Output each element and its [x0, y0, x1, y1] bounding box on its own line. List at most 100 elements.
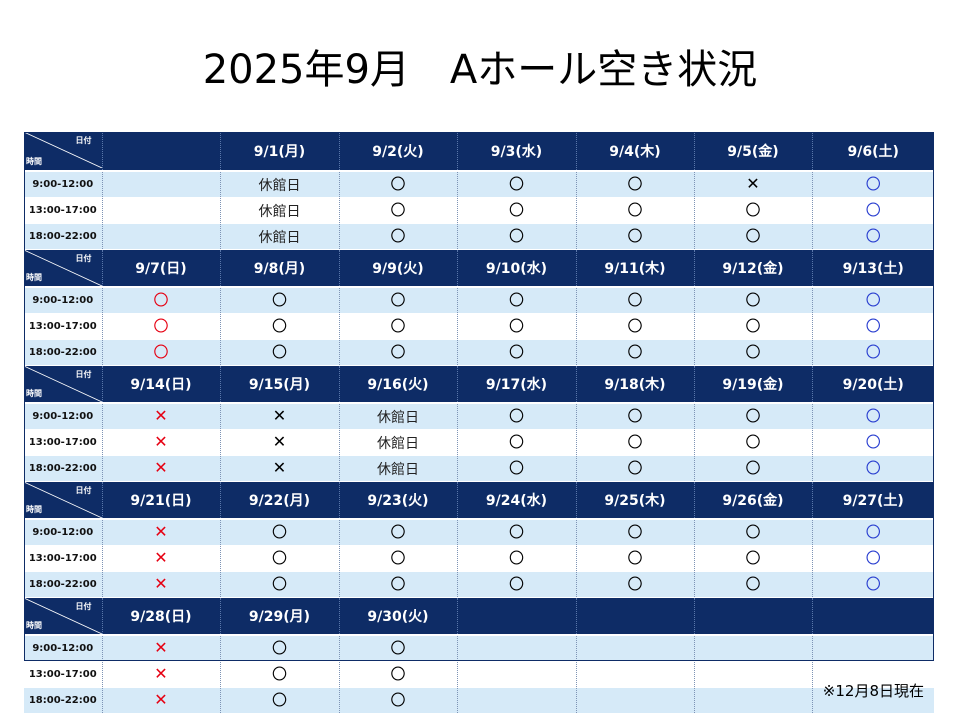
available-circle-icon: 〇	[390, 290, 406, 309]
closed-day-label: 休館日	[377, 409, 419, 426]
available-circle-icon: 〇	[745, 316, 761, 335]
date-header: 9/19(金)	[694, 365, 813, 404]
availability-cell: 〇	[339, 313, 458, 340]
available-circle-icon: 〇	[390, 690, 406, 709]
availability-cell: 〇	[220, 287, 340, 314]
availability-cell: ✕	[102, 571, 221, 598]
available-circle-icon: 〇	[865, 522, 881, 541]
available-circle-icon: 〇	[508, 200, 524, 219]
availability-cell: 〇	[220, 545, 340, 572]
date-header: 9/24(水)	[457, 481, 577, 520]
availability-cell	[457, 687, 577, 714]
availability-cell: 〇	[812, 545, 934, 572]
available-circle-icon: 〇	[271, 316, 287, 335]
available-circle-icon: 〇	[390, 174, 406, 193]
date-header: 9/2(火)	[339, 132, 458, 172]
date-header: 9/29(月)	[220, 597, 340, 636]
availability-cell: 〇	[220, 519, 340, 546]
availability-cell: ✕	[102, 519, 221, 546]
available-circle-icon: 〇	[865, 432, 881, 451]
availability-cell: 〇	[457, 429, 577, 456]
availability-cell: 〇	[812, 197, 934, 224]
available-circle-icon: 〇	[271, 664, 287, 683]
date-header: 9/7(日)	[102, 249, 221, 288]
availability-cell: 〇	[457, 545, 577, 572]
available-circle-icon: 〇	[508, 432, 524, 451]
corner-time-label: 時間	[26, 157, 42, 166]
date-header	[812, 597, 934, 636]
date-header: 9/30(火)	[339, 597, 458, 636]
time-slot-label: 13:00-17:00	[24, 197, 103, 224]
closed-day-label: 休館日	[258, 203, 301, 220]
availability-cell	[102, 171, 221, 198]
available-circle-icon: 〇	[865, 226, 881, 245]
available-circle-icon: 〇	[627, 174, 643, 193]
available-circle-icon: 〇	[390, 200, 406, 219]
booked-cross-icon: ✕	[154, 574, 168, 593]
date-header: 9/17(水)	[457, 365, 577, 404]
available-circle-icon: 〇	[745, 522, 761, 541]
time-slot-row: 13:00-17:00 ✕ 〇 〇	[24, 661, 934, 688]
available-circle-icon: 〇	[271, 574, 287, 593]
availability-cell: 〇	[576, 171, 695, 198]
availability-cell: ✕	[220, 455, 340, 482]
available-circle-icon: 〇	[271, 690, 287, 709]
booked-cross-icon: ✕	[154, 406, 168, 425]
available-circle-icon: 〇	[390, 638, 406, 657]
booked-cross-icon: ✕	[154, 432, 168, 451]
diagonal-divider	[24, 132, 101, 168]
closed-day-label: 休館日	[258, 177, 301, 194]
date-header: 9/27(土)	[812, 481, 934, 520]
date-header: 9/6(土)	[812, 132, 934, 172]
availability-cell: ✕	[220, 403, 340, 430]
availability-cell: ✕	[102, 635, 221, 662]
available-circle-icon: 〇	[271, 638, 287, 657]
available-circle-icon: 〇	[508, 226, 524, 245]
time-slot-label: 9:00-12:00	[24, 171, 103, 198]
available-circle-icon: 〇	[745, 432, 761, 451]
time-slot-label: 18:00-22:00	[24, 687, 103, 714]
available-circle-icon: 〇	[745, 200, 761, 219]
diagonal-divider	[24, 482, 101, 518]
corner-header: 日付 時間	[24, 481, 103, 520]
available-circle-icon: 〇	[508, 316, 524, 335]
availability-cell: ✕	[220, 429, 340, 456]
corner-time-label: 時間	[26, 621, 42, 630]
date-header: 9/5(金)	[694, 132, 813, 172]
diagonal-divider	[24, 366, 101, 402]
availability-cell: 休館日	[220, 171, 340, 198]
availability-cell: 〇	[457, 571, 577, 598]
availability-cell: ✕	[102, 429, 221, 456]
availability-cell: 〇	[576, 519, 695, 546]
availability-cell: 〇	[220, 687, 340, 714]
availability-cell	[457, 661, 577, 688]
availability-cell: 〇	[457, 339, 577, 366]
time-slot-row: 18:00-22:00 休館日 〇 〇 〇 〇 〇	[24, 223, 934, 250]
time-slot-row: 9:00-12:00 ✕ 〇 〇	[24, 635, 934, 662]
available-circle-icon: 〇	[627, 548, 643, 567]
available-circle-icon: 〇	[865, 200, 881, 219]
available-circle-icon: 〇	[271, 342, 287, 361]
time-slot-row: 18:00-22:00 〇 〇 〇 〇 〇 〇 〇	[24, 339, 934, 366]
availability-cell: ✕	[102, 545, 221, 572]
available-circle-icon: 〇	[627, 226, 643, 245]
date-header: 9/14(日)	[102, 365, 221, 404]
availability-cell: 〇	[220, 635, 340, 662]
closed-day-label: 休館日	[258, 229, 301, 246]
availability-cell: 〇	[339, 197, 458, 224]
availability-cell: 〇	[812, 287, 934, 314]
available-circle-icon: 〇	[508, 342, 524, 361]
time-slot-row: 13:00-17:00 ✕ ✕ 休館日 〇 〇 〇 〇	[24, 429, 934, 456]
corner-date-label: 日付	[75, 370, 92, 379]
availability-cell: 〇	[576, 403, 695, 430]
availability-cell	[102, 197, 221, 224]
availability-cell: 〇	[812, 171, 934, 198]
time-slot-row: 18:00-22:00 ✕ 〇 〇	[24, 687, 934, 714]
availability-calendar: 日付 時間 9/1(月) 9/2(火) 9/3(水) 9/4(木) 9/5(金) 9/6(土)…	[24, 132, 934, 714]
page-title: 2025年9月 Aホール空き状況	[202, 47, 758, 93]
availability-cell: 〇	[457, 171, 577, 198]
availability-cell	[576, 687, 695, 714]
availability-cell: 〇	[694, 197, 813, 224]
week-header-row: 日付 時間 9/21(日) 9/22(月) 9/23(火) 9/24(水) 9/25(木) 9…	[24, 481, 934, 520]
availability-cell	[812, 687, 934, 714]
